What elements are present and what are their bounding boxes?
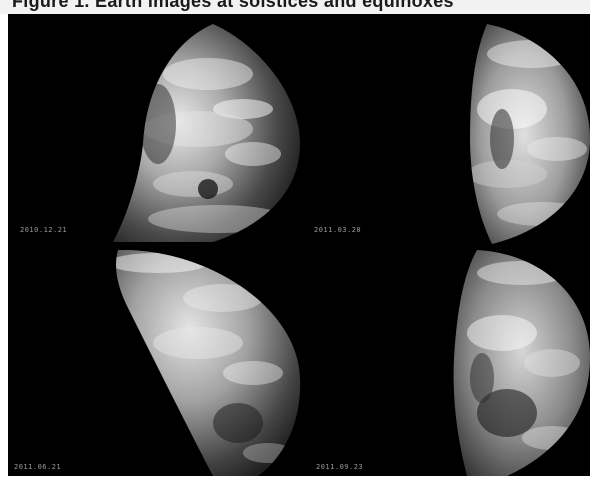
earth-panel-top-left: 2010.12.21 bbox=[8, 14, 302, 248]
earth-disc-image bbox=[116, 249, 301, 476]
earth-panel-bottom-left: 2011.06.21 bbox=[8, 248, 302, 476]
left-margin bbox=[0, 14, 8, 476]
earth-disc-image bbox=[113, 24, 300, 242]
earth-disc-image bbox=[453, 250, 590, 476]
earth-panel-bottom-right: 2011.09.23 bbox=[302, 248, 590, 476]
earth-panel-top-right: 2011.03.20 bbox=[302, 14, 590, 248]
earth-disc-image bbox=[470, 24, 590, 244]
date-stamp: 2011.09.23 bbox=[316, 463, 364, 471]
cropped-caption-strip: Figure 1. Earth images at solstices and … bbox=[0, 0, 590, 14]
date-stamp: 2011.06.21 bbox=[14, 463, 62, 471]
bottom-margin bbox=[0, 476, 590, 481]
cropped-caption: Figure 1. Earth images at solstices and … bbox=[12, 0, 454, 11]
date-stamp: 2011.03.20 bbox=[314, 226, 362, 234]
date-stamp: 2010.12.21 bbox=[20, 226, 68, 234]
